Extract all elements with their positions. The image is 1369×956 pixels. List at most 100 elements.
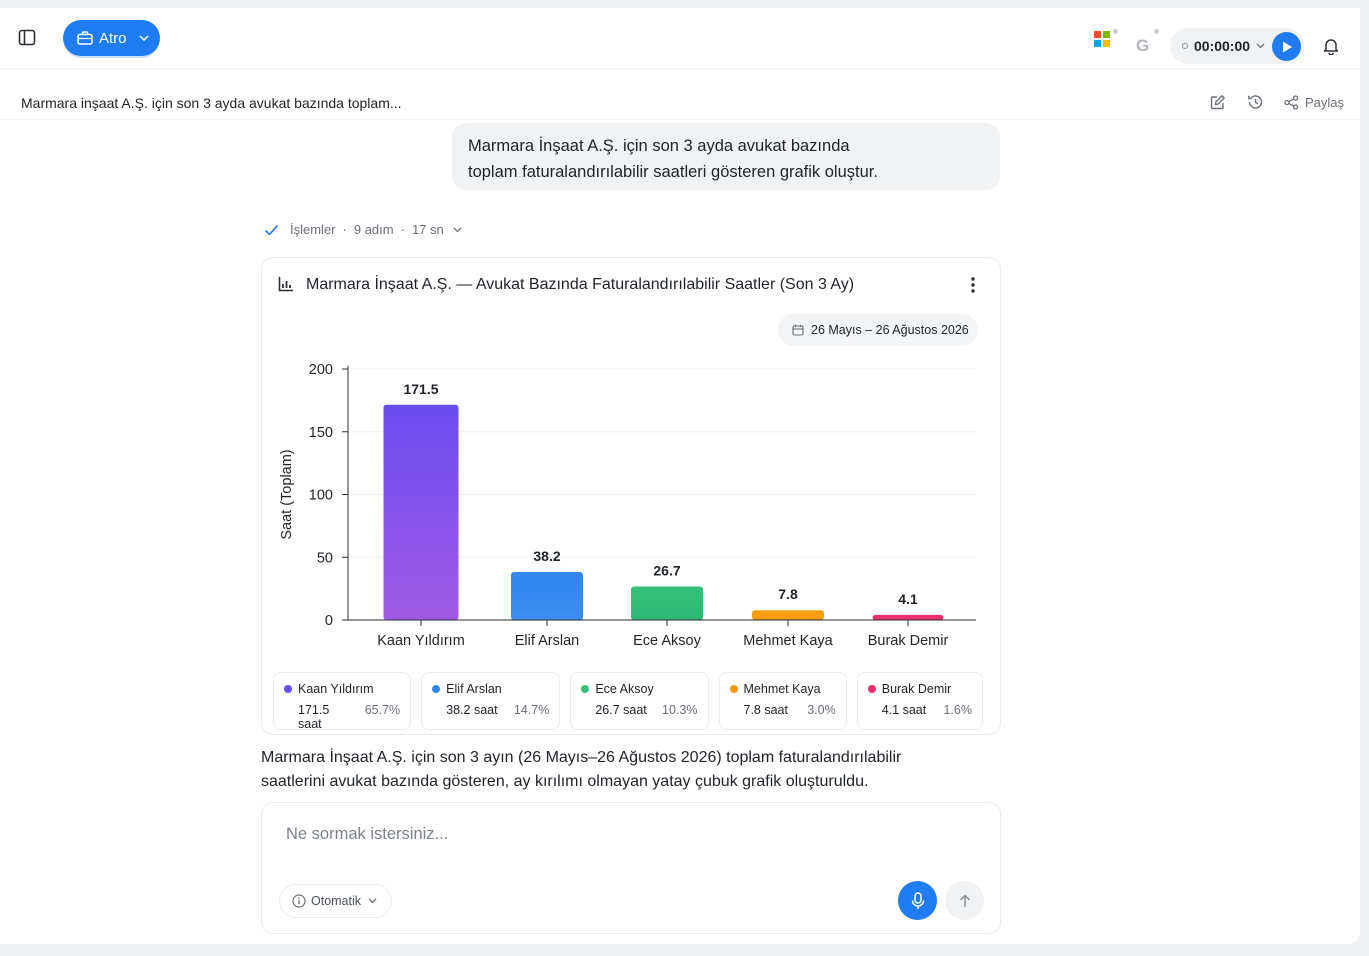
x-tick-label: Burak Demir <box>868 633 949 649</box>
legend-name: Kaan Yıldırım <box>298 682 374 696</box>
user-message-line: Marmara İnşaat A.Ş. için son 3 ayda avuk… <box>468 137 850 155</box>
workspace-selector-button[interactable]: Atro <box>63 20 160 56</box>
chart-card: Marmara İnşaat A.Ş. — Avukat Bazında Fat… <box>261 257 1001 735</box>
mode-selector-button[interactable]: Otomatik <box>279 884 393 918</box>
mode-label: Otomatik <box>311 894 362 908</box>
status-dot-icon <box>1113 29 1118 34</box>
share-button[interactable]: Paylaş <box>1284 95 1344 110</box>
share-label: Paylaş <box>1305 95 1345 110</box>
message-input[interactable] <box>286 825 886 844</box>
legend-card[interactable]: Ece Aksoy 26.7 saat 10.3% <box>570 672 709 730</box>
x-tick-label: Ece Aksoy <box>633 633 701 649</box>
timer-value: 00:00:00 <box>1194 38 1251 54</box>
bar-ece-aksoy <box>631 586 703 620</box>
microsoft-icon[interactable] <box>1094 31 1110 47</box>
info-icon <box>292 894 306 908</box>
briefcase-icon <box>77 31 93 45</box>
message-composer: Otomatik <box>261 802 1001 934</box>
assistant-answer: Marmara İnşaat A.Ş. için son 3 ayın (26 … <box>261 746 1001 794</box>
play-button[interactable] <box>1272 32 1301 61</box>
legend-card[interactable]: Burak Demir 4.1 saat 1.6% <box>856 672 983 730</box>
legend-percent: 1.6% <box>943 703 972 717</box>
calendar-icon <box>792 324 804 336</box>
date-range-text: 26 Mayıs – 26 Ağustos 2026 <box>811 323 969 337</box>
legend-percent: 65.7% <box>364 703 401 717</box>
legend-card-stats: 26.7 saat 10.3% <box>581 703 697 717</box>
history-icon[interactable] <box>1247 94 1264 110</box>
steps-duration: 17 sn <box>411 222 444 237</box>
data-label: 4.1 <box>898 591 918 607</box>
sidebar-toggle-icon[interactable] <box>18 29 38 47</box>
status-dot-icon <box>1154 29 1159 34</box>
legend-name: Mehmet Kaya <box>743 682 821 696</box>
user-message-line: toplam faturalandırılabilir saatleri gös… <box>468 163 878 181</box>
chart-title: Marmara İnşaat A.Ş. — Avukat Bazında Fat… <box>306 276 855 293</box>
data-label: 7.8 <box>778 586 798 602</box>
notification-bell-icon[interactable] <box>1323 37 1339 55</box>
legend-percent: 14.7% <box>513 703 550 717</box>
legend-name: Elif Arslan <box>446 682 502 696</box>
bar-chart: 0 50 100 150 200 Saat (Toplam) 171.5 Kaan Yıldı… <box>279 362 976 649</box>
legend-hours: 38.2 saat <box>446 703 498 717</box>
data-label: 26.7 <box>653 562 680 578</box>
legend-card-header: Mehmet Kaya <box>729 682 836 696</box>
separator-dot: · <box>342 222 347 237</box>
y-tick-label: 50 <box>317 550 333 566</box>
date-range-pill[interactable]: 26 Mayıs – 26 Ağustos 2026 <box>778 314 978 346</box>
share-icon <box>1284 95 1299 110</box>
legend-card[interactable]: Kaan Yıldırım 171.5 saat 65.7% <box>273 672 412 731</box>
legend-card-header: Burak Demir <box>867 682 972 696</box>
legend-card[interactable]: Elif Arslan 38.2 saat 14.7% <box>421 672 561 730</box>
bar-burak-demir <box>872 614 944 620</box>
time-tracker[interactable]: 00:00:00 <box>1170 28 1304 64</box>
legend-name: Ece Aksoy <box>595 682 654 696</box>
legend-hours: 171.5 saat <box>298 703 330 731</box>
bar-chart-icon <box>278 277 293 292</box>
y-axis-title: Saat (Toplam) <box>279 449 295 539</box>
legend: Kaan Yıldırım 171.5 saat 65.7% Elif Arslan 3… <box>273 672 993 731</box>
legend-percent: 10.3% <box>662 703 698 717</box>
checkmark-icon <box>264 224 279 236</box>
legend-color-dot <box>284 685 292 693</box>
legend-percent: 3.0% <box>807 703 836 717</box>
chevron-down-icon <box>368 898 377 904</box>
chevron-down-icon[interactable] <box>1256 43 1265 49</box>
chevron-down-icon <box>453 227 462 232</box>
google-icon[interactable]: G <box>1136 36 1150 55</box>
top-bar: Atro G 00:00:00 <box>0 8 1360 68</box>
answer-line: Marmara İnşaat A.Ş. için son 3 ayın (26 … <box>261 749 902 766</box>
microphone-button[interactable] <box>898 881 937 920</box>
steps-label: İşlemler <box>290 222 336 237</box>
y-tick-label: 100 <box>309 488 333 504</box>
legend-color-dot <box>729 685 738 693</box>
arrow-up-icon <box>959 893 970 907</box>
conversation-title: Marmara inşaat A.Ş. için son 3 ayda avuk… <box>21 95 402 111</box>
more-options-icon[interactable] <box>967 276 979 294</box>
legend-name: Burak Demir <box>881 682 952 696</box>
y-tick-label: 200 <box>309 362 333 378</box>
data-label: 38.2 <box>533 548 560 564</box>
legend-card-header: Elif Arslan <box>432 682 549 696</box>
y-tick-label: 150 <box>309 425 333 441</box>
workspace-label: Atro <box>99 29 127 47</box>
legend-card-stats: 171.5 saat 65.7% <box>284 703 400 731</box>
data-label: 171.5 <box>403 381 438 397</box>
app-window: Atro G 00:00:00 Marmara inşaat A.Ş. için… <box>0 8 1360 944</box>
answer-line: saatlerini avukat bazında gösteren, ay k… <box>261 773 869 790</box>
legend-color-dot <box>581 685 590 693</box>
send-button[interactable] <box>945 881 984 920</box>
legend-hours: 4.1 saat <box>881 703 927 717</box>
steps-count: 9 adım <box>353 222 394 237</box>
steps-toggle[interactable]: İşlemler · 9 adım · 17 sn <box>264 222 462 237</box>
x-tick-label: Kaan Yıldırım <box>377 633 465 649</box>
edit-icon[interactable] <box>1210 94 1226 110</box>
play-icon <box>1282 41 1292 52</box>
legend-color-dot <box>867 685 876 693</box>
legend-hours: 26.7 saat <box>595 703 647 717</box>
conversation-header: Marmara inşaat A.Ş. için son 3 ayda avuk… <box>0 68 1360 120</box>
record-indicator-icon <box>1182 43 1188 49</box>
legend-card-header: Kaan Yıldırım <box>284 682 400 696</box>
legend-card[interactable]: Mehmet Kaya 7.8 saat 3.0% <box>718 672 847 730</box>
legend-card-stats: 38.2 saat 14.7% <box>432 703 549 717</box>
legend-color-dot <box>432 685 441 693</box>
